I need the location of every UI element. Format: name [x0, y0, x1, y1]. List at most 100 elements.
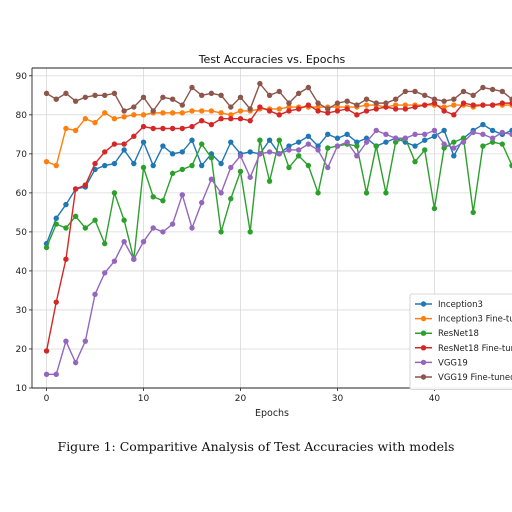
data-point-inception3 [315, 143, 321, 149]
legend-box [409, 293, 512, 390]
data-point-resnet18-fine-tuned [325, 110, 331, 116]
data-point-inception3-fine-tuned [131, 112, 137, 118]
data-point-resnet18-fine-tuned [150, 125, 156, 132]
data-point-vgg19 [92, 291, 98, 298]
legend-entry-label: ResNet18 Fine-tuned [438, 344, 512, 354]
data-point-vgg19-fine-tuned [198, 92, 205, 99]
data-point-inception3 [489, 127, 496, 134]
data-point-resnet18-fine-tuned [373, 106, 379, 112]
data-point-inception3 [295, 139, 302, 145]
data-point-vgg19-fine-tuned [72, 98, 79, 104]
data-point-resnet18-fine-tuned [257, 104, 263, 110]
data-point-resnet18 [480, 143, 486, 149]
data-point-resnet18-fine-tuned [189, 123, 195, 130]
data-point-vgg19 [72, 359, 79, 366]
data-point-resnet18-fine-tuned [53, 299, 59, 305]
data-point-vgg19-fine-tuned [509, 96, 512, 102]
data-point-resnet18-fine-tuned [92, 160, 98, 167]
data-point-vgg19 [150, 225, 156, 231]
data-point-inception3-fine-tuned [218, 110, 224, 116]
data-point-resnet18-fine-tuned [43, 348, 50, 354]
data-point-resnet18 [150, 194, 156, 200]
data-point-vgg19 [102, 270, 108, 276]
data-point-resnet18 [509, 162, 512, 169]
data-point-resnet18-fine-tuned [412, 104, 418, 110]
data-point-vgg19-fine-tuned [43, 90, 50, 97]
data-point-resnet18 [160, 197, 166, 204]
data-point-resnet18 [383, 190, 389, 196]
data-point-inception3 [422, 137, 428, 143]
legend-swatch-marker [420, 301, 427, 307]
data-point-resnet18-fine-tuned [392, 106, 399, 112]
data-point-inception3 [131, 160, 137, 167]
x-tick-label: 20 [235, 394, 247, 404]
data-point-inception3 [247, 149, 253, 155]
data-point-resnet18-fine-tuned [295, 106, 302, 112]
data-point-inception3-fine-tuned [286, 104, 292, 110]
data-point-vgg19-fine-tuned [422, 92, 428, 99]
series-resnet18-fine-tuned [43, 100, 512, 354]
data-point-vgg19-fine-tuned [111, 90, 118, 97]
data-point-inception3 [102, 162, 108, 169]
data-point-vgg19-fine-tuned [441, 98, 447, 104]
data-point-resnet18 [72, 213, 79, 219]
data-point-inception3 [441, 127, 447, 134]
data-point-vgg19 [344, 139, 350, 145]
legend-swatch-marker [420, 345, 427, 351]
figure-caption: Figure 1: Comparitive Analysis of Test A… [57, 439, 455, 454]
data-point-resnet18 [451, 139, 457, 145]
data-point-vgg19 [460, 139, 467, 145]
data-point-inception3-fine-tuned [198, 108, 205, 114]
data-point-vgg19-fine-tuned [412, 88, 418, 95]
data-point-inception3 [160, 143, 166, 149]
data-point-vgg19-fine-tuned [373, 100, 379, 106]
data-point-resnet18-fine-tuned [402, 106, 409, 112]
x-tick-label: 10 [138, 394, 150, 404]
data-point-vgg19 [121, 238, 127, 245]
data-point-vgg19 [266, 149, 273, 155]
data-point-resnet18 [102, 240, 108, 247]
data-point-vgg19 [160, 229, 166, 235]
data-point-vgg19 [286, 147, 292, 153]
data-point-resnet18-fine-tuned [422, 102, 428, 108]
data-point-inception3 [53, 215, 59, 221]
data-point-resnet18-fine-tuned [286, 108, 292, 114]
data-point-resnet18 [111, 190, 118, 196]
data-point-vgg19 [140, 238, 147, 245]
legend-entry-label: ResNet18 [438, 329, 479, 339]
data-point-vgg19-fine-tuned [189, 84, 195, 91]
data-point-inception3-fine-tuned [43, 158, 50, 165]
data-point-vgg19-fine-tuned [247, 106, 253, 112]
data-point-resnet18 [92, 217, 98, 223]
data-point-vgg19 [441, 141, 447, 147]
data-point-inception3 [189, 137, 195, 143]
data-point-vgg19 [334, 143, 341, 149]
data-point-vgg19-fine-tuned [383, 100, 389, 106]
data-point-vgg19 [412, 131, 418, 138]
data-point-inception3-fine-tuned [441, 104, 447, 110]
data-point-resnet18 [228, 196, 234, 202]
data-point-resnet18 [460, 135, 467, 141]
data-point-vgg19 [325, 164, 331, 171]
data-point-resnet18 [325, 145, 331, 151]
data-point-vgg19-fine-tuned [266, 92, 273, 99]
data-point-vgg19-fine-tuned [150, 108, 156, 114]
data-point-vgg19-fine-tuned [363, 96, 370, 102]
series-vgg19 [43, 127, 512, 378]
data-point-inception3-fine-tuned [208, 108, 215, 114]
y-tick-label: 60 [16, 189, 28, 199]
data-point-inception3-fine-tuned [92, 119, 98, 126]
data-point-vgg19-fine-tuned [276, 88, 282, 95]
data-point-resnet18 [247, 229, 253, 235]
data-point-inception3 [344, 131, 350, 138]
data-point-vgg19-fine-tuned [257, 80, 263, 87]
data-point-inception3-fine-tuned [237, 108, 244, 114]
data-point-inception3-fine-tuned [363, 102, 370, 108]
data-point-inception3 [63, 201, 69, 208]
data-point-vgg19 [237, 153, 244, 159]
x-tick-label: 40 [429, 394, 441, 404]
data-point-resnet18 [422, 147, 428, 153]
data-point-vgg19 [402, 135, 409, 141]
data-point-inception3-fine-tuned [82, 116, 89, 122]
